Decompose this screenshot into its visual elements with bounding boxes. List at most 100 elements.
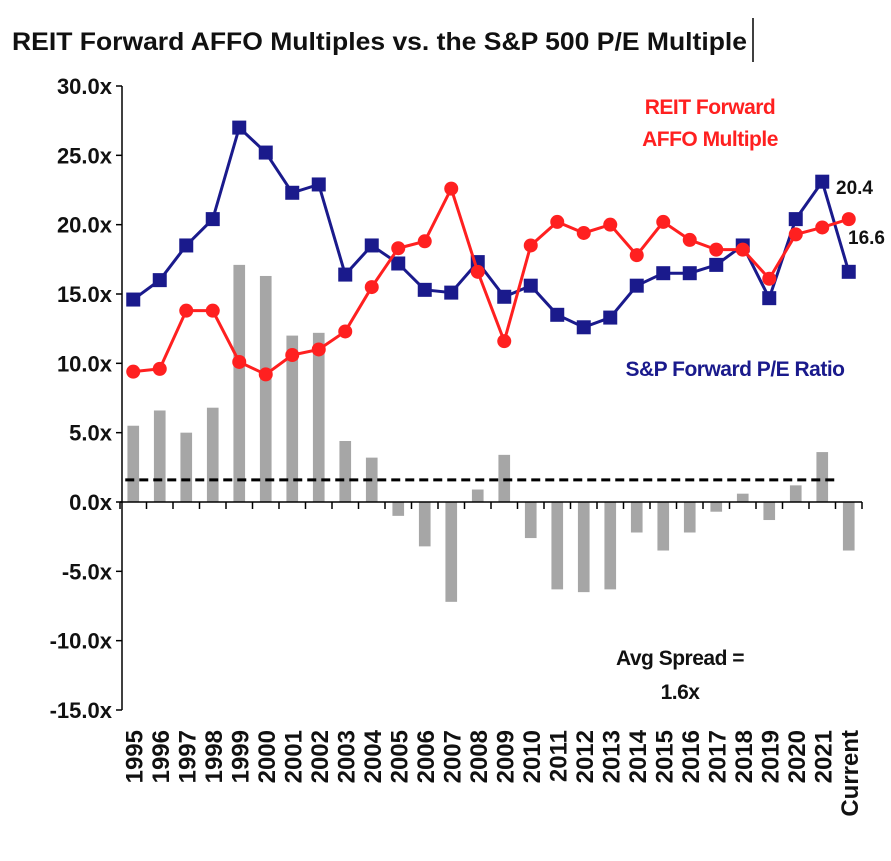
x-tick-label: 2019: [757, 730, 784, 783]
bar: [604, 502, 617, 590]
marker: [444, 285, 459, 300]
marker: [841, 212, 856, 227]
bar: [153, 410, 166, 502]
y-tick-label: 10.0x: [57, 351, 113, 376]
marker: [391, 256, 406, 271]
x-tick-label: 2014: [625, 729, 652, 783]
marker: [550, 307, 565, 322]
marker: [285, 185, 300, 200]
x-tick-label: 1996: [148, 730, 175, 783]
marker: [841, 264, 856, 279]
bar: [630, 502, 643, 533]
marker: [152, 273, 167, 288]
marker: [682, 266, 697, 281]
marker: [497, 334, 512, 349]
marker: [656, 266, 671, 281]
bar: [259, 275, 272, 502]
marker: [417, 234, 432, 249]
marker: [629, 248, 644, 263]
bar: [445, 502, 458, 602]
marker: [523, 238, 538, 253]
marker: [762, 291, 777, 306]
marker: [258, 367, 273, 382]
annotation: 1.6x: [660, 681, 700, 704]
x-tick-label: 2008: [466, 730, 493, 783]
marker: [735, 242, 750, 257]
marker: [815, 220, 830, 235]
x-tick-label: 2021: [810, 730, 837, 783]
x-tick-label: 2013: [598, 730, 625, 783]
marker: [762, 271, 777, 286]
y-tick-label: -10.0x: [50, 629, 113, 654]
x-tick-label: 2004: [360, 729, 387, 783]
bar: [312, 332, 325, 502]
chart-title: REIT Forward AFFO Multiples vs. the S&P …: [12, 28, 747, 56]
marker: [285, 348, 300, 363]
bar: [471, 489, 484, 502]
marker: [311, 342, 326, 357]
marker: [603, 310, 618, 325]
bar: [286, 335, 299, 502]
y-tick-label: -5.0x: [62, 559, 113, 584]
bar: [392, 502, 405, 516]
x-tick-label: 2007: [439, 730, 466, 783]
bar: [206, 407, 219, 502]
marker: [709, 242, 724, 257]
y-tick-label: -15.0x: [50, 698, 113, 723]
marker: [205, 303, 220, 318]
marker: [417, 282, 432, 297]
point-label: 16.6: [848, 228, 885, 249]
bar: [127, 425, 140, 502]
marker: [126, 364, 141, 379]
marker: [470, 264, 485, 279]
marker: [550, 214, 565, 229]
x-tick-label: Current: [837, 730, 864, 817]
marker: [391, 241, 406, 256]
y-tick-label: 0.0x: [69, 490, 113, 515]
marker: [126, 292, 141, 307]
marker: [709, 257, 724, 272]
marker: [205, 212, 220, 227]
x-tick-label: 2009: [492, 730, 519, 783]
y-tick-label: 25.0x: [57, 143, 113, 168]
bar: [842, 502, 855, 551]
x-tick-label: 2017: [704, 730, 731, 783]
marker: [311, 177, 326, 192]
y-tick-label: 30.0x: [57, 74, 113, 99]
x-tick-label: 2020: [784, 730, 811, 783]
marker: [364, 238, 379, 253]
series-label: REIT Forward AFFO Multiple: [642, 96, 778, 151]
marker: [629, 278, 644, 293]
x-tick-label: 1997: [174, 730, 201, 783]
x-tick-label: 2011: [545, 730, 572, 782]
marker: [576, 320, 591, 335]
marker: [603, 217, 618, 232]
marker: [523, 278, 538, 293]
bar: [710, 502, 723, 512]
marker: [338, 324, 353, 339]
x-tick-label: 1999: [227, 730, 254, 783]
y-tick-label: 20.0x: [57, 213, 113, 238]
x-tick-label: 2018: [731, 730, 758, 783]
x-tick-label: 2016: [678, 730, 705, 783]
marker: [232, 354, 247, 369]
x-tick-label: 2010: [519, 730, 546, 783]
y-tick-label: 5.0x: [69, 421, 113, 446]
marker: [232, 120, 247, 135]
marker: [179, 303, 194, 318]
x-tick-label: 2002: [307, 730, 334, 783]
series-label: S&P Forward P/E Ratio: [625, 358, 846, 381]
series-line: [133, 184, 850, 377]
marker: [497, 289, 512, 304]
marker: [338, 267, 353, 282]
marker: [788, 227, 803, 242]
bar: [657, 502, 670, 551]
bar: [551, 502, 564, 590]
y-tick-label: 15.0x: [57, 282, 113, 307]
marker: [364, 280, 379, 295]
bar: [233, 264, 246, 502]
marker: [179, 238, 194, 253]
x-tick-label: 2001: [280, 730, 307, 783]
marker: [444, 181, 459, 196]
